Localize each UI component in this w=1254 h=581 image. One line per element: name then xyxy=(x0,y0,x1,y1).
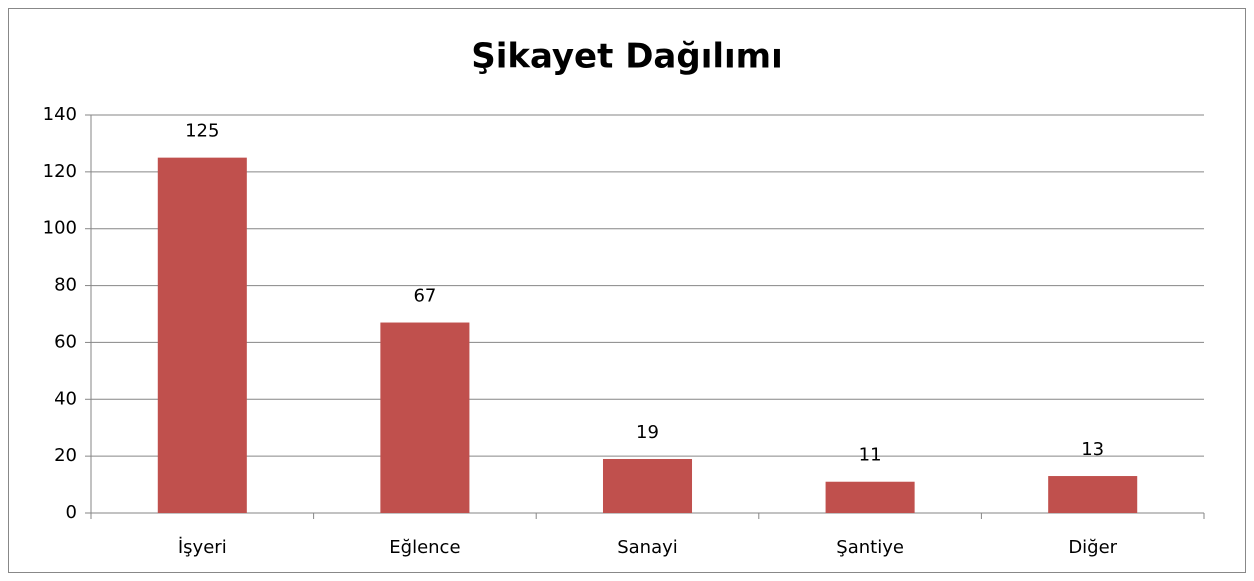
x-tick-label: İşyeri xyxy=(178,537,227,558)
x-tick-label: Eğlence xyxy=(389,537,460,558)
y-tick-label: 100 xyxy=(43,218,77,239)
x-tick-label: Diğer xyxy=(1068,537,1117,558)
y-tick-label: 20 xyxy=(54,445,77,466)
y-tick-label: 0 xyxy=(66,502,77,523)
data-label: 125 xyxy=(185,121,219,142)
data-label: 19 xyxy=(636,422,659,443)
bar xyxy=(380,322,470,513)
y-tick-label: 80 xyxy=(54,275,77,296)
bar xyxy=(602,458,693,513)
data-label: 67 xyxy=(413,286,436,307)
x-tick-label: Şantiye xyxy=(836,537,904,558)
y-tick-label: 60 xyxy=(54,331,77,352)
bar xyxy=(157,157,247,513)
x-tick-label: Sanayi xyxy=(617,537,678,558)
data-label: 13 xyxy=(1081,439,1104,460)
data-label: 11 xyxy=(859,445,882,466)
y-tick-label: 140 xyxy=(43,104,77,125)
chart-title: Şikayet Dağılımı xyxy=(471,37,783,77)
y-tick-label: 40 xyxy=(54,388,77,409)
bar xyxy=(825,481,915,513)
bar xyxy=(1048,476,1138,513)
y-tick-label: 120 xyxy=(43,161,77,182)
